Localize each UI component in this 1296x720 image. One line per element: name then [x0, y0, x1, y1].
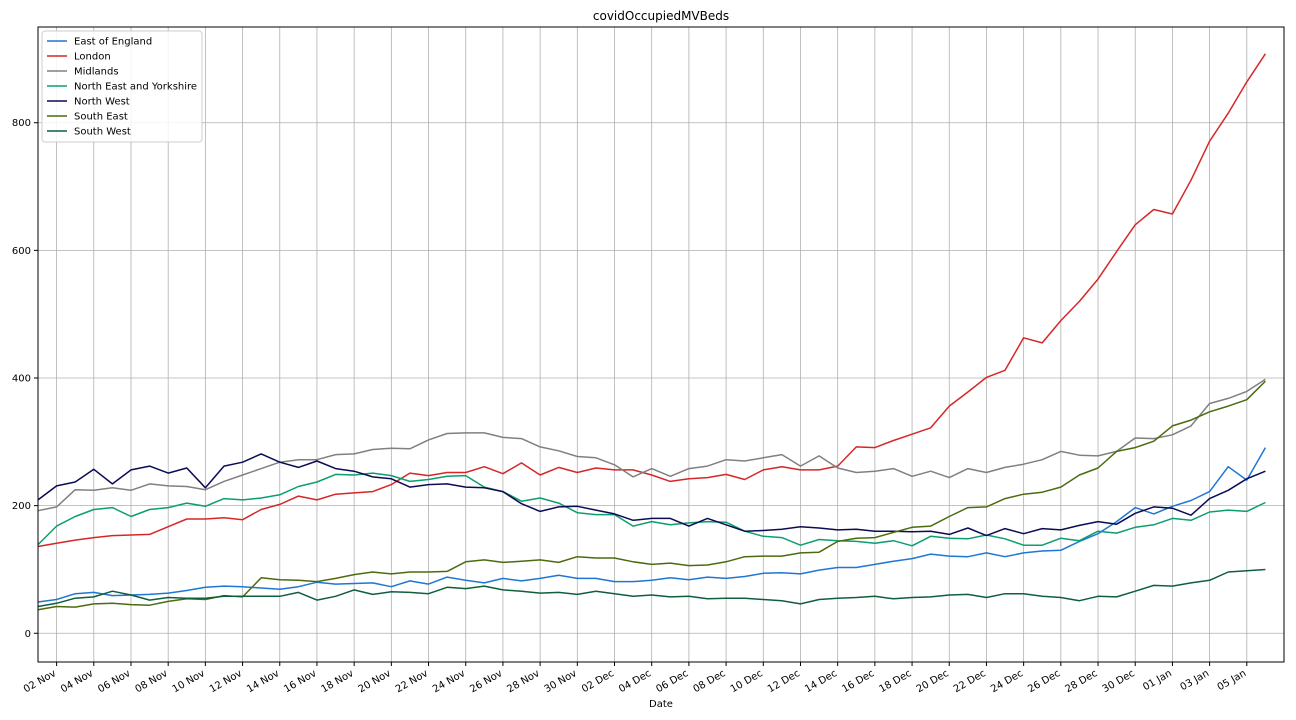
series-line-6 [37, 568, 1266, 608]
x-tick-label: 18 Nov [319, 668, 355, 695]
x-tick-label: 14 Dec [803, 668, 839, 695]
x-tick-label: 01 Jan [1141, 668, 1174, 693]
legend-entry: North East and Yorkshire [74, 82, 197, 93]
series-lines [37, 53, 1267, 611]
legend: East of England London Midlands North East … [41, 30, 203, 143]
x-tick-label: 02 Nov [22, 668, 58, 695]
y-tick-label: 0 [25, 629, 31, 640]
x-tick-label: 12 Dec [766, 668, 802, 695]
y-axis: 0 200 400 600 800 [12, 118, 38, 640]
y-tick-label: 200 [12, 501, 31, 512]
x-tick-label: 20 Nov [357, 668, 393, 695]
legend-entry: North West [74, 97, 130, 108]
x-tick-label: 24 Dec [989, 668, 1025, 695]
x-tick-label: 16 Nov [282, 668, 318, 695]
legend-entry: London [74, 52, 111, 63]
x-tick-label: 06 Nov [96, 668, 132, 695]
y-tick-label: 600 [12, 246, 31, 257]
series-line-4 [37, 453, 1266, 537]
x-tick-label: 04 Nov [59, 668, 95, 695]
legend-entry: South East [74, 112, 128, 123]
grid-lines [38, 27, 1284, 662]
y-tick-label: 800 [12, 118, 31, 129]
x-tick-label: 26 Dec [1026, 668, 1062, 695]
x-tick-label: 10 Nov [171, 668, 207, 695]
y-tick-label: 400 [12, 374, 31, 385]
x-tick-label: 02 Dec [580, 668, 616, 695]
legend-box [41, 30, 203, 143]
x-axis: 02 Nov 04 Nov 06 Nov 08 Nov 10 Nov 12 Nov 14 N… [22, 662, 1248, 695]
legend-entry: South West [74, 127, 131, 138]
legend-entry: East of England [74, 37, 152, 48]
x-tick-label: 30 Dec [1101, 668, 1137, 695]
legend-entry: Midlands [74, 67, 119, 78]
x-tick-label: 28 Dec [1063, 668, 1099, 695]
x-axis-label: Date [649, 699, 673, 710]
x-tick-label: 30 Nov [543, 668, 579, 695]
x-tick-label: 18 Dec [878, 668, 914, 695]
series-line-1 [37, 53, 1267, 548]
chart-title: covidOccupiedMVBeds [593, 9, 729, 23]
x-tick-label: 22 Nov [394, 668, 430, 695]
series-line-2 [37, 378, 1266, 512]
x-tick-label: 05 Jan [1216, 668, 1249, 693]
x-tick-label: 28 Nov [505, 668, 541, 695]
x-tick-label: 06 Dec [654, 668, 690, 695]
x-tick-label: 20 Dec [915, 668, 951, 695]
plot-frame [37, 26, 1285, 663]
x-tick-label: 08 Dec [692, 668, 728, 695]
x-tick-label: 26 Nov [468, 668, 504, 695]
x-tick-label: 04 Dec [617, 668, 653, 695]
x-tick-label: 10 Dec [729, 668, 765, 695]
x-tick-label: 24 Nov [431, 668, 467, 695]
x-tick-label: 22 Dec [952, 668, 988, 695]
x-tick-label: 08 Nov [134, 668, 170, 695]
x-tick-label: 12 Nov [208, 668, 244, 695]
x-tick-label: 16 Dec [840, 668, 876, 695]
series-line-0 [37, 447, 1267, 603]
x-tick-label: 03 Jan [1178, 668, 1211, 693]
series-line-3 [37, 472, 1266, 547]
x-tick-label: 14 Nov [245, 668, 281, 695]
